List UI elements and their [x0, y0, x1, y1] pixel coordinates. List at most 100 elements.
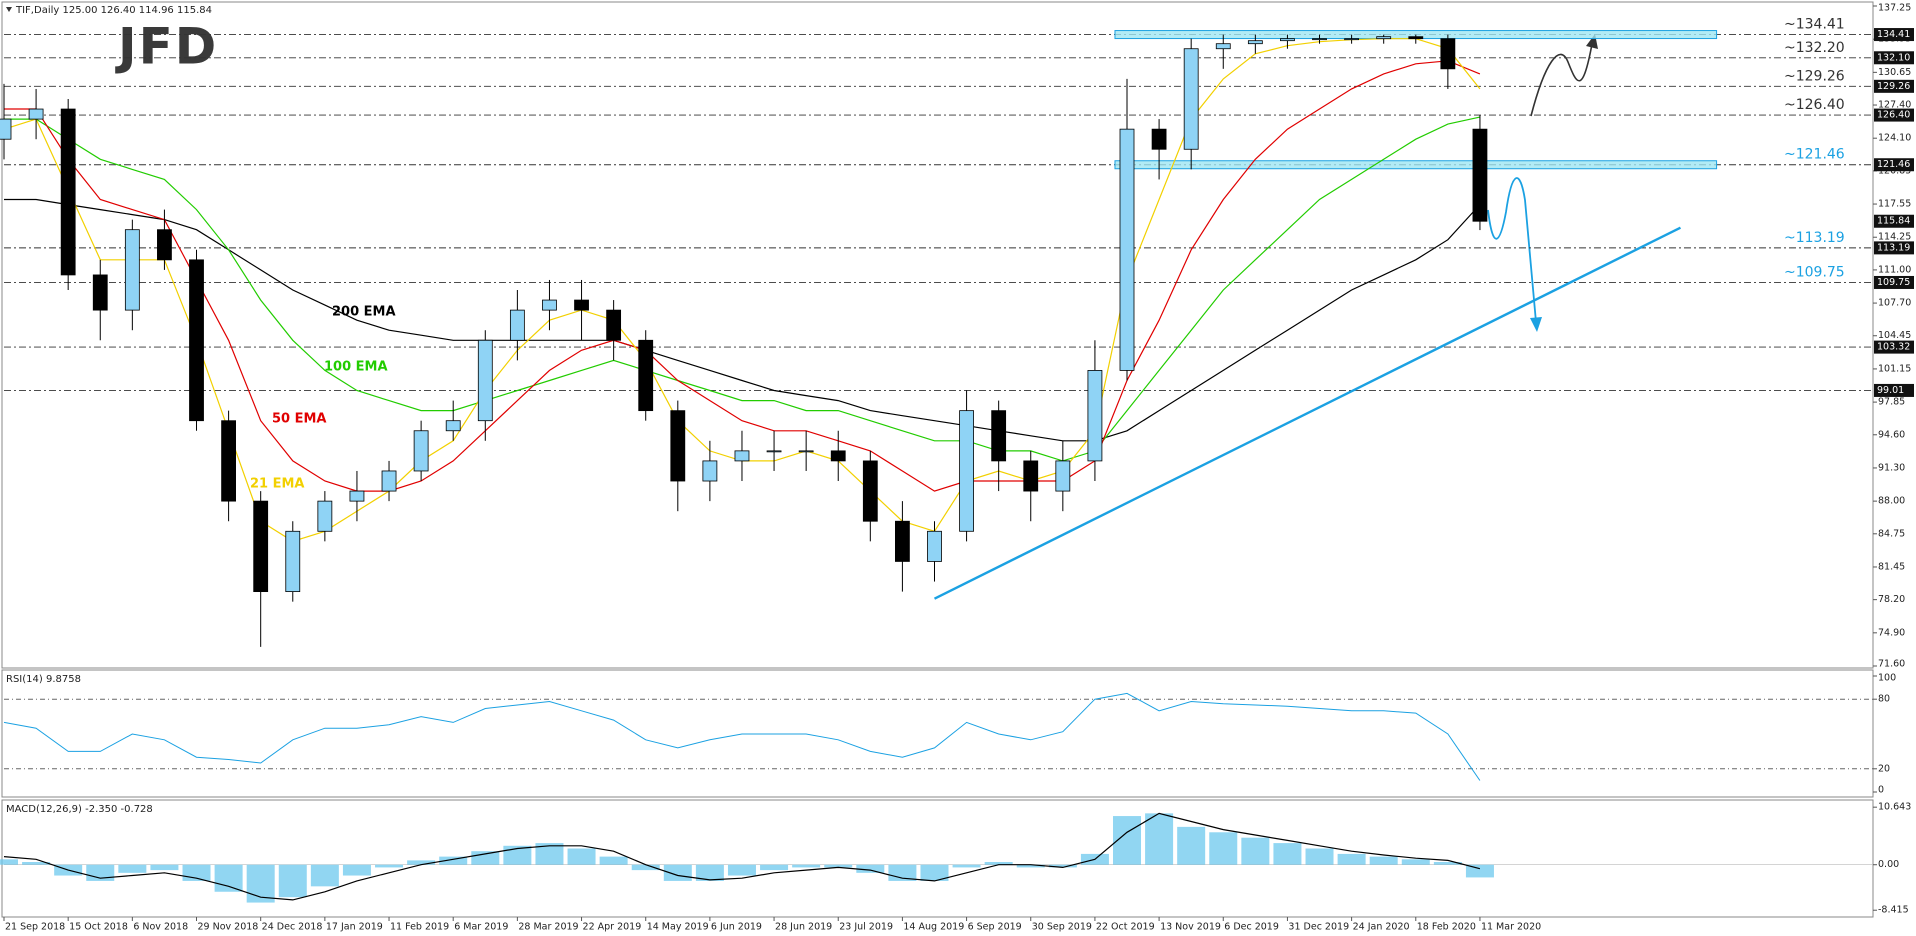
price-box — [1874, 79, 1914, 93]
x-tick-label: 6 Jun 2019 — [711, 922, 762, 933]
candle-body — [253, 500, 269, 593]
x-tick-label: 18 Feb 2020 — [1417, 922, 1476, 933]
macd-bar — [792, 864, 821, 868]
y-tick-label: 117.55 — [1878, 199, 1911, 210]
candle-body — [542, 299, 557, 311]
candle-body — [445, 420, 461, 432]
x-tick-label: 29 Nov 2018 — [198, 922, 259, 933]
candle-body — [638, 339, 654, 412]
candle-body — [1119, 128, 1135, 371]
candle-body — [895, 520, 910, 562]
candle-body — [734, 450, 750, 462]
x-tick-label: 15 Oct 2018 — [69, 922, 128, 933]
x-tick-label: 22 Apr 2019 — [583, 922, 642, 933]
y-tick-label: 101.15 — [1878, 363, 1911, 374]
macd-bar — [503, 845, 532, 865]
candle-body — [1151, 128, 1167, 150]
candle-body — [285, 530, 301, 593]
y-tick-label: 91.30 — [1878, 462, 1905, 473]
ema-label: 50 EMA — [272, 412, 327, 427]
price-box-label: 126.40 — [1877, 110, 1910, 121]
macd-bar — [824, 864, 853, 868]
macd-bar — [1273, 843, 1302, 865]
price-box — [1874, 51, 1914, 65]
candle-body — [1344, 38, 1360, 41]
price-box-label: 103.32 — [1877, 342, 1910, 353]
macd-bar — [246, 864, 275, 903]
x-tick-label: 24 Dec 2018 — [262, 922, 323, 933]
candle-body — [317, 500, 333, 532]
y-tick-label: 100 — [1878, 673, 1896, 684]
macd-bar — [118, 864, 147, 873]
bullish-projection — [1530, 43, 1593, 117]
y-tick-label: 10.643 — [1878, 802, 1911, 813]
x-tick-label: 30 Sep 2019 — [1032, 922, 1092, 933]
x-tick-label: 23 Jul 2019 — [839, 922, 893, 933]
x-tick-label: 6 Dec 2019 — [1224, 922, 1279, 933]
candle-body — [766, 450, 782, 453]
price-box — [1874, 214, 1914, 228]
price-box-label: 113.19 — [1877, 242, 1910, 253]
candle-body — [189, 259, 204, 422]
candle-body — [702, 460, 718, 482]
macd-bar — [535, 843, 564, 865]
macd-bar — [952, 864, 981, 868]
candle-body — [1183, 48, 1199, 150]
ema-label: 21 EMA — [250, 477, 305, 492]
logo: JFD — [115, 18, 218, 76]
y-tick-label: 94.60 — [1878, 429, 1905, 440]
y-tick-label: 127.40 — [1878, 100, 1911, 111]
macd-bar — [439, 856, 468, 865]
y-tick-label: 130.65 — [1878, 67, 1911, 78]
macd-bar — [1433, 862, 1462, 865]
macd-bar — [727, 864, 756, 876]
candle-body — [1247, 40, 1263, 45]
zone — [1114, 160, 1718, 170]
ema-label: 200 EMA — [332, 305, 396, 320]
y-tick-label: 81.45 — [1878, 561, 1905, 572]
level-annotation: ~126.40 — [1784, 97, 1845, 113]
macd-bar — [1209, 832, 1238, 865]
price-box — [1874, 275, 1914, 289]
trendline — [933, 226, 1682, 600]
macd-bar — [407, 860, 436, 865]
candle-body — [991, 410, 1007, 462]
y-tick-label: 84.75 — [1878, 528, 1905, 539]
macd-bar — [1048, 864, 1077, 868]
y-tick-label: 78.20 — [1878, 594, 1905, 605]
macd-bar — [1016, 864, 1045, 868]
y-tick-label: 0 — [1878, 785, 1884, 796]
candle-body — [92, 274, 108, 311]
candle-body — [574, 299, 589, 311]
signal-line — [3, 812, 1481, 901]
candle-body — [1087, 370, 1103, 462]
candle-body — [1472, 128, 1488, 222]
level-annotation: ~134.41 — [1784, 17, 1845, 33]
candle-body — [1280, 38, 1295, 42]
bearish-projection — [1487, 177, 1537, 323]
ema-line — [4, 116, 1481, 462]
macd-bar — [1465, 864, 1494, 878]
candle-body — [670, 410, 686, 482]
x-tick-label: 11 Mar 2020 — [1481, 922, 1541, 933]
candle-body — [477, 339, 493, 422]
macd-bar — [375, 864, 404, 868]
y-tick-label: 111.00 — [1878, 264, 1911, 275]
y-tick-label: 80 — [1878, 694, 1890, 705]
candle-body — [0, 118, 12, 140]
macd-bar — [1177, 826, 1206, 865]
y-tick-label: 124.10 — [1878, 133, 1911, 144]
y-tick-label: 0.00 — [1878, 859, 1899, 870]
x-tick-label: 14 May 2019 — [647, 922, 709, 933]
candle-body — [1215, 43, 1231, 50]
price-box-label: 109.75 — [1877, 277, 1910, 288]
x-tick-label: 28 Mar 2019 — [518, 922, 578, 933]
y-tick-label: 74.90 — [1878, 627, 1905, 638]
y-tick-label: 20 — [1878, 763, 1890, 774]
y-tick-label: 104.45 — [1878, 330, 1911, 341]
macd-bar — [150, 864, 179, 871]
candle-body — [28, 108, 44, 120]
candle-body — [606, 309, 622, 341]
macd-bar — [1401, 859, 1430, 865]
